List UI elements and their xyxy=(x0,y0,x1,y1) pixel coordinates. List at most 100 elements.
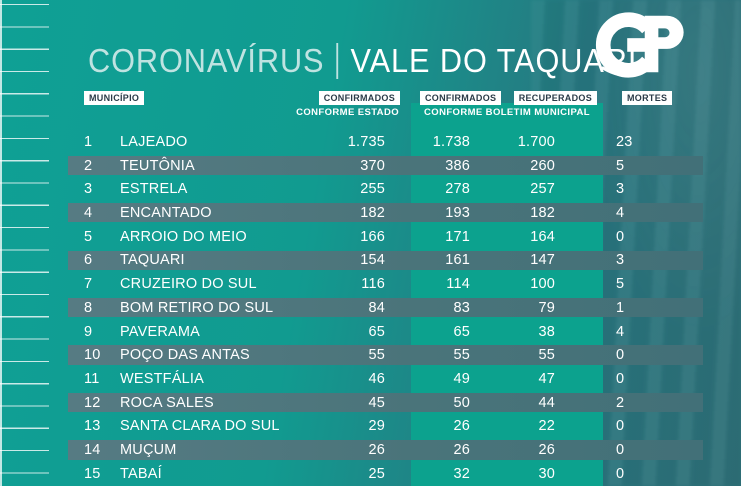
row-rank: 7 xyxy=(84,276,93,293)
row-confirmed-state: 116 xyxy=(361,276,385,293)
table-row: 8 BOM RETIRO DO SUL 84 83 79 1 xyxy=(68,296,703,320)
table-row: 4 ENCANTADO 182 193 182 4 xyxy=(68,201,703,225)
row-recovered: 44 xyxy=(538,394,555,411)
row-confirmed-municipal: 50 xyxy=(453,394,470,411)
row-rank: 14 xyxy=(84,442,101,459)
row-confirmed-state: 370 xyxy=(360,157,385,174)
row-recovered: 30 xyxy=(538,465,555,482)
row-municipality: BOM RETIRO DO SUL xyxy=(120,299,274,316)
row-recovered: 260 xyxy=(530,157,555,174)
row-municipality: ARROIO DO MEIO xyxy=(120,228,247,245)
subheader-conforme-boletim-municipal: CONFORME BOLETIM MUNICIPAL xyxy=(424,107,590,118)
row-deaths: 0 xyxy=(616,371,625,388)
row-confirmed-state: 84 xyxy=(368,299,385,316)
row-deaths: 3 xyxy=(616,181,625,198)
column-header-recuperados: RECUPERADOS xyxy=(513,91,597,105)
table-row: 9 PAVERAMA 65 65 38 4 xyxy=(68,320,703,344)
table-row: 6 TAQUARI 154 161 147 3 xyxy=(68,249,703,273)
column-header-confirmados-estado: CONFIRMADOS xyxy=(318,91,400,105)
row-confirmed-municipal: 55 xyxy=(453,347,470,364)
row-municipality: CRUZEIRO DO SUL xyxy=(120,276,257,293)
subheader-conforme-estado: CONFORME ESTADO xyxy=(296,107,399,118)
row-confirmed-municipal: 278 xyxy=(445,181,470,198)
page-title: CORONAVÍRUS VALE DO TAQUARI xyxy=(88,42,637,80)
row-recovered: 164 xyxy=(530,228,555,245)
row-confirmed-municipal: 193 xyxy=(445,205,470,222)
data-table: 1 LAJEADO 1.735 1.738 1.700 23 2 TEUTÔNI… xyxy=(68,130,703,486)
row-deaths: 4 xyxy=(616,205,625,222)
row-deaths: 4 xyxy=(616,323,625,340)
row-recovered: 22 xyxy=(538,418,555,435)
row-recovered: 79 xyxy=(538,299,555,316)
row-rank: 11 xyxy=(84,371,100,388)
table-row: 13 SANTA CLARA DO SUL 29 26 22 0 xyxy=(68,415,703,439)
table-row: 12 ROCA SALES 45 50 44 2 xyxy=(68,391,703,415)
row-confirmed-state: 182 xyxy=(360,205,385,222)
row-deaths: 0 xyxy=(616,442,625,459)
row-recovered: 38 xyxy=(538,323,555,340)
row-recovered: 182 xyxy=(530,205,555,222)
row-confirmed-state: 65 xyxy=(368,323,385,340)
row-deaths: 0 xyxy=(616,465,625,482)
row-rank: 5 xyxy=(84,228,93,245)
row-municipality: TABAÍ xyxy=(120,465,162,482)
gp-logo xyxy=(585,8,685,80)
column-header-municipio: MUNICÍPIO xyxy=(84,91,145,105)
table-row: 11 WESTFÁLIA 46 49 47 0 xyxy=(68,367,703,391)
row-recovered: 26 xyxy=(538,442,555,459)
ruled-lines-decoration xyxy=(0,0,49,486)
row-deaths: 1 xyxy=(616,299,625,316)
row-rank: 2 xyxy=(84,157,93,174)
row-deaths: 0 xyxy=(616,347,625,364)
table-row: 10 POÇO DAS ANTAS 55 55 55 0 xyxy=(68,343,703,367)
row-confirmed-municipal: 386 xyxy=(445,157,470,174)
row-deaths: 5 xyxy=(616,157,625,174)
row-municipality: TAQUARI xyxy=(120,252,185,269)
row-confirmed-municipal: 26 xyxy=(453,418,470,435)
row-rank: 1 xyxy=(84,133,93,150)
row-rank: 6 xyxy=(84,252,93,269)
table-row: 2 TEUTÔNIA 370 386 260 5 xyxy=(68,154,703,178)
row-confirmed-state: 154 xyxy=(360,252,385,269)
row-municipality: LAJEADO xyxy=(120,133,188,150)
row-recovered: 1.700 xyxy=(517,133,555,150)
row-deaths: 5 xyxy=(616,276,625,293)
row-confirmed-state: 26 xyxy=(368,442,385,459)
row-rank: 10 xyxy=(84,347,101,364)
row-confirmed-municipal: 65 xyxy=(453,323,470,340)
row-confirmed-municipal: 83 xyxy=(453,299,470,316)
row-rank: 13 xyxy=(84,418,101,435)
row-municipality: POÇO DAS ANTAS xyxy=(120,347,250,364)
row-recovered: 257 xyxy=(530,181,555,198)
row-rank: 15 xyxy=(84,465,101,482)
table-row: 14 MUÇUM 26 26 26 0 xyxy=(68,438,703,462)
row-municipality: ROCA SALES xyxy=(120,394,214,411)
row-confirmed-municipal: 49 xyxy=(453,371,470,388)
row-municipality: SANTA CLARA DO SUL xyxy=(120,418,280,435)
row-rank: 8 xyxy=(84,299,93,316)
row-confirmed-municipal: 1.738 xyxy=(432,133,470,150)
row-deaths: 0 xyxy=(616,418,625,435)
row-recovered: 55 xyxy=(538,347,555,364)
row-confirmed-state: 255 xyxy=(360,181,385,198)
row-rank: 9 xyxy=(84,323,93,340)
table-row: 1 LAJEADO 1.735 1.738 1.700 23 xyxy=(68,130,703,154)
row-deaths: 3 xyxy=(616,252,625,269)
row-municipality: MUÇUM xyxy=(120,442,177,459)
row-confirmed-state: 1.735 xyxy=(347,133,385,150)
row-rank: 4 xyxy=(84,205,93,222)
row-rank: 3 xyxy=(84,181,93,198)
row-confirmed-municipal: 171 xyxy=(445,228,470,245)
table-row: 5 ARROIO DO MEIO 166 171 164 0 xyxy=(68,225,703,249)
row-municipality: ESTRELA xyxy=(120,181,188,198)
row-confirmed-state: 166 xyxy=(360,228,385,245)
row-municipality: TEUTÔNIA xyxy=(120,157,195,174)
row-confirmed-municipal: 26 xyxy=(453,442,470,459)
row-deaths: 2 xyxy=(616,394,625,411)
row-recovered: 47 xyxy=(538,371,555,388)
column-header-confirmados-municipal: CONFIRMADOS xyxy=(420,91,502,105)
row-confirmed-municipal: 161 xyxy=(445,252,470,269)
title-region: VALE DO TAQUARI xyxy=(350,42,638,79)
table-row: 3 ESTRELA 255 278 257 3 xyxy=(68,177,703,201)
